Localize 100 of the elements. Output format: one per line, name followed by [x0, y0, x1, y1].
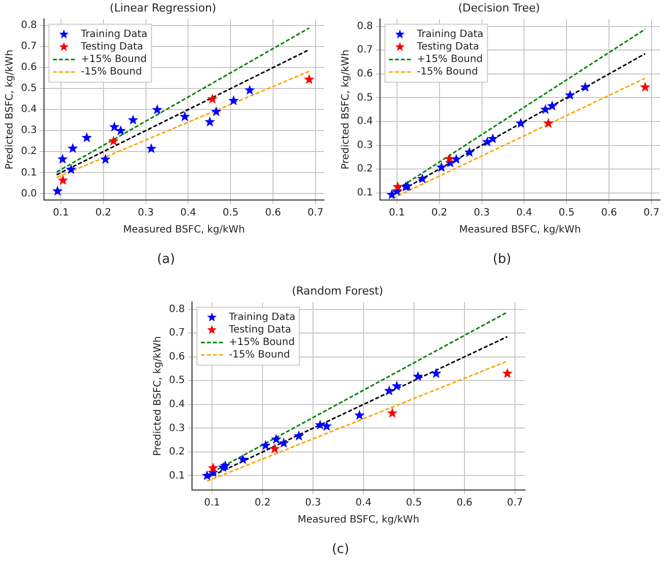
point [109, 122, 120, 132]
chart-title: (Random Forest) [292, 284, 384, 298]
point [430, 368, 442, 378]
y-tick-label: 0.4 [20, 104, 37, 116]
point [464, 146, 475, 157]
y-tick-label: 0.1 [168, 470, 185, 482]
point [417, 173, 428, 184]
point [208, 462, 218, 473]
x-tick-label: 0.6 [601, 208, 618, 219]
point [58, 174, 68, 185]
y-tick-label: 0.5 [356, 92, 373, 104]
point [546, 100, 558, 110]
legend-label: +15% Bound [416, 54, 483, 66]
y-tick-label: 0.8 [356, 20, 373, 32]
point [412, 371, 424, 382]
y-tick-label: 0.6 [168, 351, 185, 362]
legend-label: -15% Bound [416, 66, 478, 78]
y-tick-label: 0.4 [356, 116, 373, 128]
point [146, 143, 157, 154]
legend-label: +15% Bound [80, 54, 147, 66]
chart-title: (Decision Tree) [458, 1, 540, 14]
x-axis-title: Measured BSFC, kg/kWh [459, 224, 581, 236]
y-tick-label: 0.3 [356, 140, 373, 151]
point [304, 74, 314, 84]
point [210, 106, 222, 116]
point [82, 132, 92, 142]
y-tick-label: 0.2 [168, 446, 185, 458]
point [540, 104, 551, 114]
text: (a) [156, 252, 176, 267]
point [543, 118, 554, 128]
legend-label: Testing Data [80, 42, 144, 53]
y-tick-label: 0.2 [20, 146, 37, 158]
x-tick-label: 0.3 [138, 208, 154, 219]
x-tick-label: 0.7 [644, 208, 660, 219]
point [640, 82, 650, 92]
x-tick-label: 0.2 [95, 208, 112, 219]
legend-label: Training Data [228, 312, 296, 324]
x-tick-label: 0.4 [516, 208, 532, 219]
legend-label: Testing Data [416, 42, 480, 53]
point [564, 90, 576, 100]
x-tick-label: 0.5 [222, 208, 239, 219]
point [387, 408, 398, 418]
point [207, 94, 218, 104]
y-tick-label: 0.8 [20, 20, 37, 32]
point [204, 116, 216, 126]
x-tick-label: 0.7 [308, 208, 324, 219]
y-tick-label: 0.6 [20, 62, 37, 74]
point [451, 154, 462, 164]
y-tick-label: 0.1 [356, 187, 373, 198]
x-tick-label: 0.5 [406, 498, 422, 509]
point [115, 125, 126, 136]
y-axis-title: Predicted BSFC, kg/kWh [4, 50, 16, 170]
y-tick-label: 0.3 [20, 125, 37, 136]
x-tick-label: 0.6 [265, 208, 282, 219]
point [294, 430, 304, 440]
x-tick-label: 0.3 [305, 498, 321, 509]
text: (b) [492, 252, 512, 267]
point [278, 438, 289, 448]
point [384, 385, 394, 396]
x-tick-label: 0.2 [431, 208, 448, 219]
y-tick-label: 0.1 [20, 167, 37, 178]
point [128, 114, 138, 125]
legend-label: Testing Data [228, 324, 292, 336]
x-tick-label: 0.3 [474, 208, 490, 219]
y-tick-label: 0.7 [356, 44, 373, 56]
point [516, 118, 526, 128]
text: (c) [330, 542, 350, 557]
point [202, 470, 212, 480]
y-tick-label: 0.0 [20, 188, 37, 200]
y-tick-label: 0.7 [20, 41, 37, 52]
y-tick-label: 0.2 [356, 164, 373, 175]
x-tick-label: 0.2 [254, 498, 271, 509]
x-tick-label: 0.4 [180, 208, 196, 219]
point [321, 420, 332, 431]
legend-label: -15% Bound [228, 350, 290, 361]
point [180, 111, 190, 122]
y-axis-title: Predicted BSFC, kg/kWh [152, 336, 164, 456]
point [314, 420, 326, 430]
x-tick-label: 0.1 [52, 208, 69, 219]
y-tick-label: 0.3 [168, 422, 185, 434]
point [52, 186, 63, 196]
point [57, 154, 68, 164]
legend-label: +15% Bound [228, 337, 295, 348]
point [392, 181, 403, 192]
y-axis-title: Predicted BSFC, kg/kWh [340, 50, 352, 170]
point [488, 133, 498, 144]
y-tick-label: 0.7 [168, 328, 185, 339]
x-tick-label: 0.1 [388, 208, 405, 219]
x-axis-title: Measured BSFC, kg/kWh [298, 514, 420, 526]
y-tick-label: 0.6 [356, 68, 373, 80]
legend-label: Training Data [416, 29, 484, 40]
x-tick-label: 0.1 [204, 498, 220, 509]
point [238, 454, 248, 464]
point [260, 440, 271, 450]
point [244, 84, 255, 95]
point [444, 153, 455, 164]
point [436, 162, 447, 172]
x-axis-title: Measured BSFC, kg/kWh [123, 224, 245, 236]
y-tick-label: 0.8 [168, 304, 185, 315]
point [502, 368, 513, 378]
